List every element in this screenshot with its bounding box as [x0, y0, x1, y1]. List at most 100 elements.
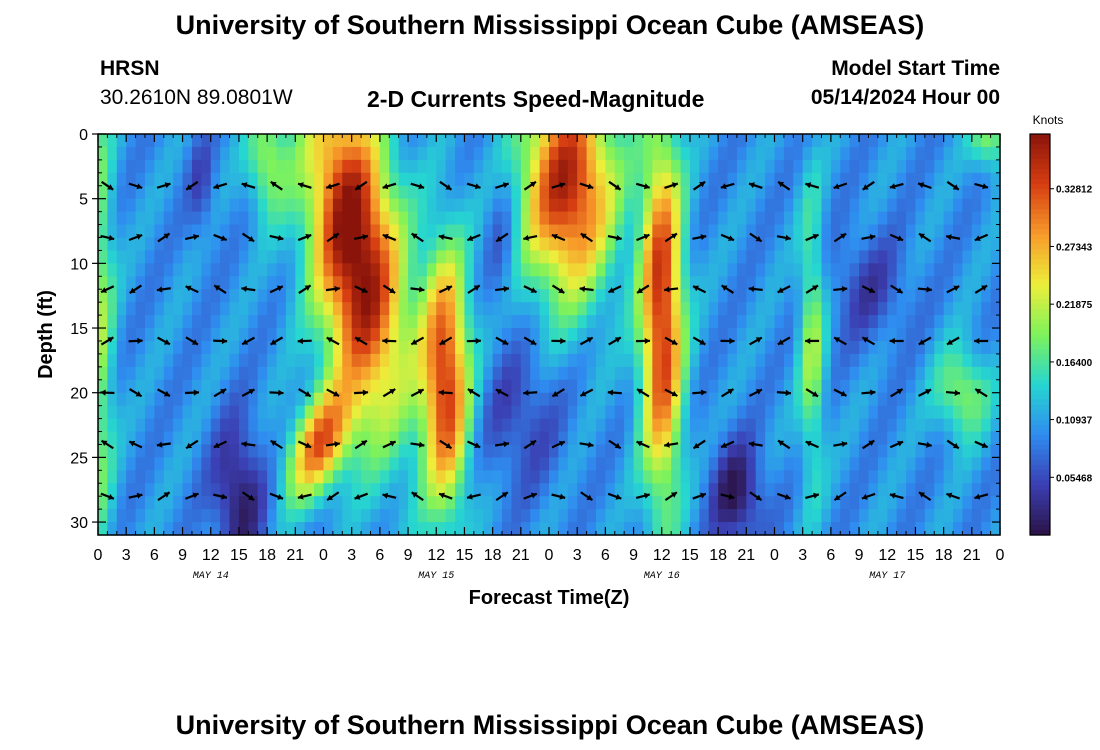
heatmap-cell: [389, 263, 400, 277]
colorbar-segment: [1030, 299, 1050, 306]
heatmap-cell: [342, 172, 353, 187]
heatmap-cell: [182, 146, 193, 161]
heatmap-cell: [389, 509, 400, 523]
heatmap-cell: [163, 379, 174, 394]
heatmap-cell: [182, 198, 193, 213]
heatmap-cell: [210, 328, 221, 342]
velocity-arrowhead: [671, 182, 678, 189]
heatmap-cell: [342, 470, 353, 484]
heatmap-cell: [342, 379, 353, 394]
heatmap-cell: [408, 263, 419, 277]
heatmap-cell: [314, 276, 325, 290]
heatmap-cell: [267, 470, 278, 484]
heatmap-cell: [351, 483, 362, 497]
heatmap-cell: [530, 276, 541, 290]
heatmap-cell: [849, 418, 860, 433]
heatmap-cell: [783, 315, 794, 329]
heatmap-cell: [455, 328, 466, 342]
heatmap-cell: [896, 315, 907, 329]
velocity-arrowhead: [418, 441, 425, 448]
heatmap-cell: [417, 444, 428, 458]
heatmap-cell: [558, 250, 569, 264]
velocity-arrowhead: [501, 492, 508, 498]
heatmap-cell: [830, 405, 841, 420]
heatmap-cell: [126, 289, 137, 303]
heatmap-cell: [793, 444, 804, 458]
heatmap-cell: [924, 315, 935, 329]
heatmap-cell: [718, 483, 729, 497]
heatmap-cell: [812, 379, 823, 394]
heatmap-cell: [774, 198, 785, 213]
heatmap-cell: [126, 224, 137, 239]
heatmap-cell: [154, 172, 165, 187]
heatmap-cell: [896, 198, 907, 213]
heatmap-cell: [520, 340, 531, 355]
heatmap-cell: [633, 328, 644, 342]
heatmap-cell: [652, 224, 663, 239]
heatmap-cell: [154, 224, 165, 239]
heatmap-cell: [285, 509, 296, 523]
heatmap-cell: [257, 134, 268, 148]
heatmap-cell: [915, 159, 926, 174]
heatmap-cell: [661, 405, 672, 420]
heatmap-cell: [220, 237, 231, 252]
heatmap-cell: [257, 172, 268, 187]
heatmap-cell: [802, 470, 813, 484]
heatmap-cell: [408, 418, 419, 433]
heatmap-cell: [436, 444, 447, 458]
heatmap-cell: [896, 496, 907, 510]
heatmap-cell: [267, 509, 278, 523]
heatmap-cell: [821, 172, 832, 187]
heatmap-cell: [229, 470, 240, 484]
heatmap-cell: [210, 276, 221, 290]
heatmap-cell: [783, 134, 794, 148]
heatmap-cell: [661, 224, 672, 239]
heatmap-cell: [549, 522, 559, 536]
heatmap-cell: [689, 185, 700, 200]
heatmap-cell: [417, 457, 428, 471]
heatmap-cell: [990, 172, 1001, 187]
heatmap-cell: [614, 134, 625, 148]
heatmap-cell: [727, 302, 738, 316]
velocity-arrowhead: [107, 337, 114, 343]
heatmap-cell: [661, 353, 672, 368]
heatmap-cell: [633, 379, 644, 394]
heatmap-cell: [445, 159, 456, 174]
heatmap-cell: [906, 392, 917, 407]
heatmap-cell: [943, 237, 954, 252]
heatmap-cell: [314, 172, 325, 187]
velocity-arrowhead: [834, 337, 841, 343]
heatmap-cell: [276, 134, 287, 148]
heatmap-cell: [689, 315, 700, 329]
heatmap-cell: [736, 172, 747, 187]
heatmap-cell: [718, 418, 729, 433]
heatmap-cell: [248, 405, 259, 420]
heatmap-cell: [680, 185, 691, 200]
heatmap-cell: [361, 134, 372, 148]
colorbar-segment: [1030, 224, 1050, 230]
heatmap-cell: [285, 405, 296, 420]
heatmap-cell: [126, 470, 137, 484]
heatmap-cell: [802, 444, 813, 458]
heatmap-cell: [962, 470, 973, 484]
heatmap-cell: [417, 366, 428, 381]
heatmap-cell: [530, 263, 541, 277]
heatmap-cell: [586, 418, 597, 433]
heatmap-cell: [361, 302, 372, 316]
heatmap-cell: [351, 250, 362, 264]
heatmap-cell: [361, 263, 372, 277]
colorbar-segment: [1030, 309, 1050, 316]
heatmap-cell: [473, 405, 484, 420]
heatmap-cell: [530, 509, 541, 523]
heatmap-cell: [830, 392, 841, 407]
velocity-arrowhead: [473, 285, 480, 291]
heatmap-cell: [229, 431, 240, 446]
heatmap-cell: [173, 366, 184, 381]
heatmap-cell: [671, 172, 682, 187]
heatmap-cell: [633, 418, 644, 433]
heatmap-cell: [859, 431, 870, 446]
heatmap-cell: [323, 134, 334, 148]
heatmap-cell: [812, 159, 823, 174]
velocity-arrowhead: [411, 233, 418, 240]
heatmap-cell: [379, 237, 390, 252]
